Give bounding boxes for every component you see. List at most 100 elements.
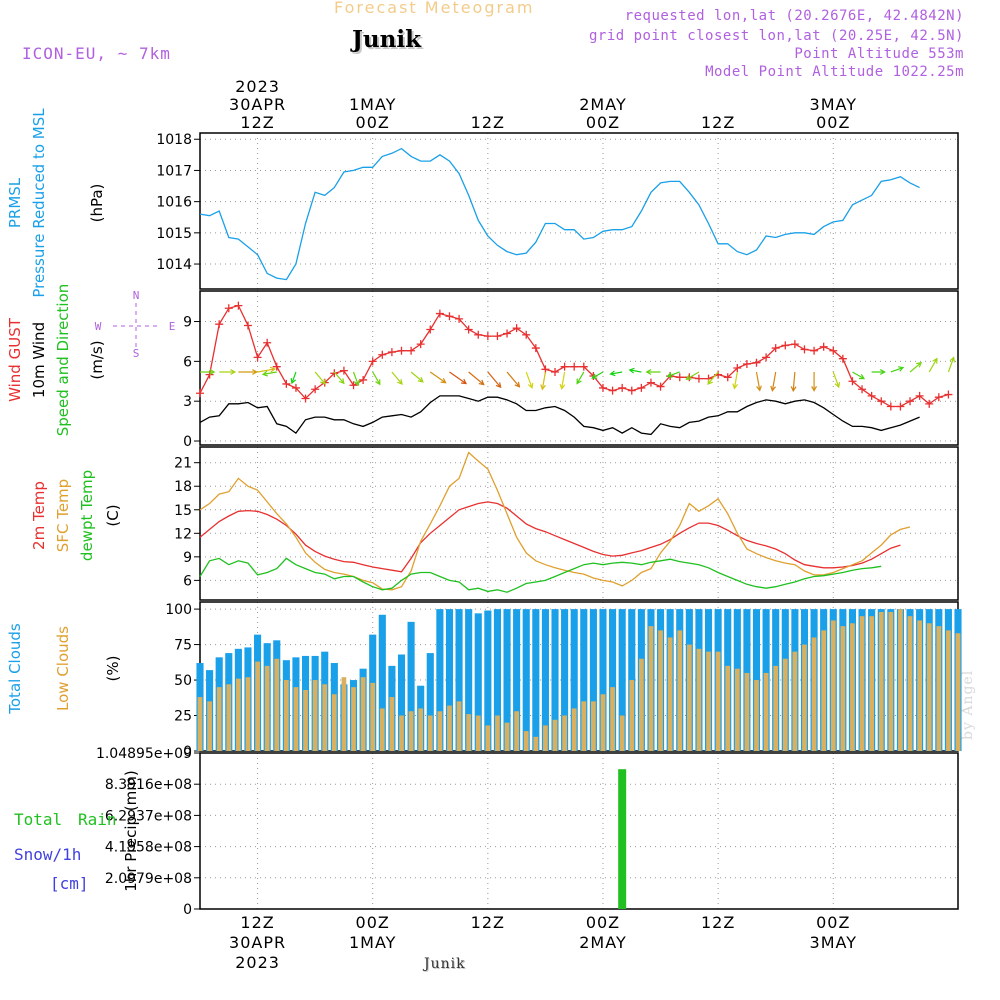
gust-marker: [397, 346, 406, 355]
gust-marker: [896, 402, 905, 411]
wind-arrow: [261, 370, 277, 377]
gust-marker: [282, 379, 291, 388]
bar-low_clouds: [399, 715, 404, 751]
bar-total_clouds: [397, 654, 406, 751]
bar-total_clouds: [513, 609, 521, 751]
gust-marker: [790, 340, 799, 349]
bar-low_clouds: [303, 689, 308, 751]
side-label-2: Speed and Direction: [54, 284, 72, 437]
bar-low_clouds: [485, 725, 491, 751]
bar-low_clouds: [898, 609, 903, 751]
gust-marker: [330, 369, 339, 378]
bar-low_clouds: [389, 697, 395, 751]
wind-arrow: [257, 366, 277, 373]
wind-arrow: [410, 371, 424, 383]
bar-low_clouds: [216, 687, 222, 751]
bar-low_clouds: [437, 711, 443, 751]
gust-marker: [503, 329, 512, 338]
y-tick-label: 1017: [156, 163, 192, 179]
gust-marker: [579, 362, 588, 371]
gust-marker: [215, 320, 224, 329]
side-label-1: Pressure Reduced to MSL: [30, 108, 48, 298]
bottom-time-label-0-2: 2023: [235, 953, 280, 972]
panel-frame: [199, 752, 959, 910]
wind-arrow: [314, 371, 326, 385]
bottom-time-label-5-1: 3MAY: [810, 933, 857, 952]
bar-low_clouds: [830, 620, 836, 751]
requested-coords: requested lon,lat (20.2676E, 42.4842N): [624, 8, 964, 24]
y-tick-label: 1015: [156, 226, 192, 242]
bar-low_clouds: [255, 661, 260, 751]
bar-low_clouds: [322, 684, 328, 751]
top-time-label-3-0: 2MAY: [579, 95, 626, 114]
label-snow: Snow/1h: [14, 845, 81, 864]
gust-marker: [829, 346, 838, 355]
bar-low_clouds: [245, 677, 251, 751]
bar-low_clouds: [236, 678, 241, 751]
gust-marker: [253, 353, 262, 362]
gust-marker: [263, 338, 272, 347]
bar-total_clouds: [378, 614, 386, 751]
gust-marker: [656, 382, 665, 391]
gust-marker: [474, 330, 483, 339]
bar-total_clouds: [599, 609, 607, 751]
bar-low_clouds: [571, 708, 577, 751]
gust-marker: [339, 366, 348, 375]
wind-arrow: [628, 367, 642, 374]
y-tick-label: 2.0979e+08: [105, 871, 192, 887]
gust-marker: [512, 324, 521, 333]
gust-marker: [368, 357, 377, 366]
top-time-label-1-1: 00Z: [356, 113, 390, 132]
bar-low_clouds: [562, 715, 567, 751]
bar-low_clouds: [917, 620, 922, 751]
gust-marker: [646, 378, 655, 387]
bar-total_clouds: [570, 609, 578, 751]
wind-arrow: [468, 371, 485, 386]
bar-low_clouds: [725, 665, 731, 751]
gust-marker: [637, 383, 646, 392]
gust-marker: [848, 377, 857, 386]
bar-low_clouds: [869, 616, 875, 751]
gust-marker: [455, 314, 464, 323]
y-tick-label: 25: [174, 709, 192, 725]
bar-low_clouds: [456, 701, 462, 751]
top-time-label-1-0: 1MAY: [349, 95, 396, 114]
wind-arrow: [487, 371, 502, 389]
bar-total_clouds: [541, 609, 549, 751]
bar-low_clouds: [427, 715, 433, 751]
bar-low_clouds: [907, 616, 913, 751]
bar-low_clouds: [773, 665, 779, 751]
gust-marker: [934, 393, 943, 402]
top-time-label-0-0: 2023: [235, 77, 280, 96]
bar-total_clouds: [522, 609, 530, 751]
gust-marker: [810, 346, 819, 355]
bar-low_clouds: [792, 651, 798, 751]
gust-marker: [838, 354, 847, 363]
top-time-label-4-0: 12Z: [701, 113, 735, 132]
top-time-label-5-0: 3MAY: [810, 95, 857, 114]
y-tick-label: 50: [174, 673, 192, 689]
wind-arrow: [928, 357, 938, 373]
bar-low_clouds: [878, 611, 884, 751]
y-tick-label: 1016: [156, 195, 192, 211]
bar-total_clouds: [618, 609, 626, 751]
bar-low_clouds: [696, 648, 702, 751]
credit-watermark: by Angel: [960, 669, 976, 740]
wind-compass: N S W E: [95, 289, 176, 360]
gust-marker: [483, 332, 492, 341]
bar-low_clouds: [754, 680, 759, 751]
side-label-2: dewpt Temp: [78, 470, 96, 561]
bar-low_clouds: [533, 736, 539, 751]
gust-marker: [598, 383, 607, 392]
bar-low_clouds: [888, 611, 894, 751]
bar-low_clouds: [840, 626, 846, 751]
y-tick-label: 9: [183, 315, 192, 331]
top-time-label-3-1: 00Z: [586, 113, 620, 132]
y-tick-label: 15: [174, 503, 192, 519]
bar-low_clouds: [504, 722, 510, 751]
bar-total_clouds: [609, 609, 617, 751]
bar-low_clouds: [312, 680, 318, 751]
gust-marker: [570, 362, 579, 371]
gust-marker: [877, 397, 886, 406]
